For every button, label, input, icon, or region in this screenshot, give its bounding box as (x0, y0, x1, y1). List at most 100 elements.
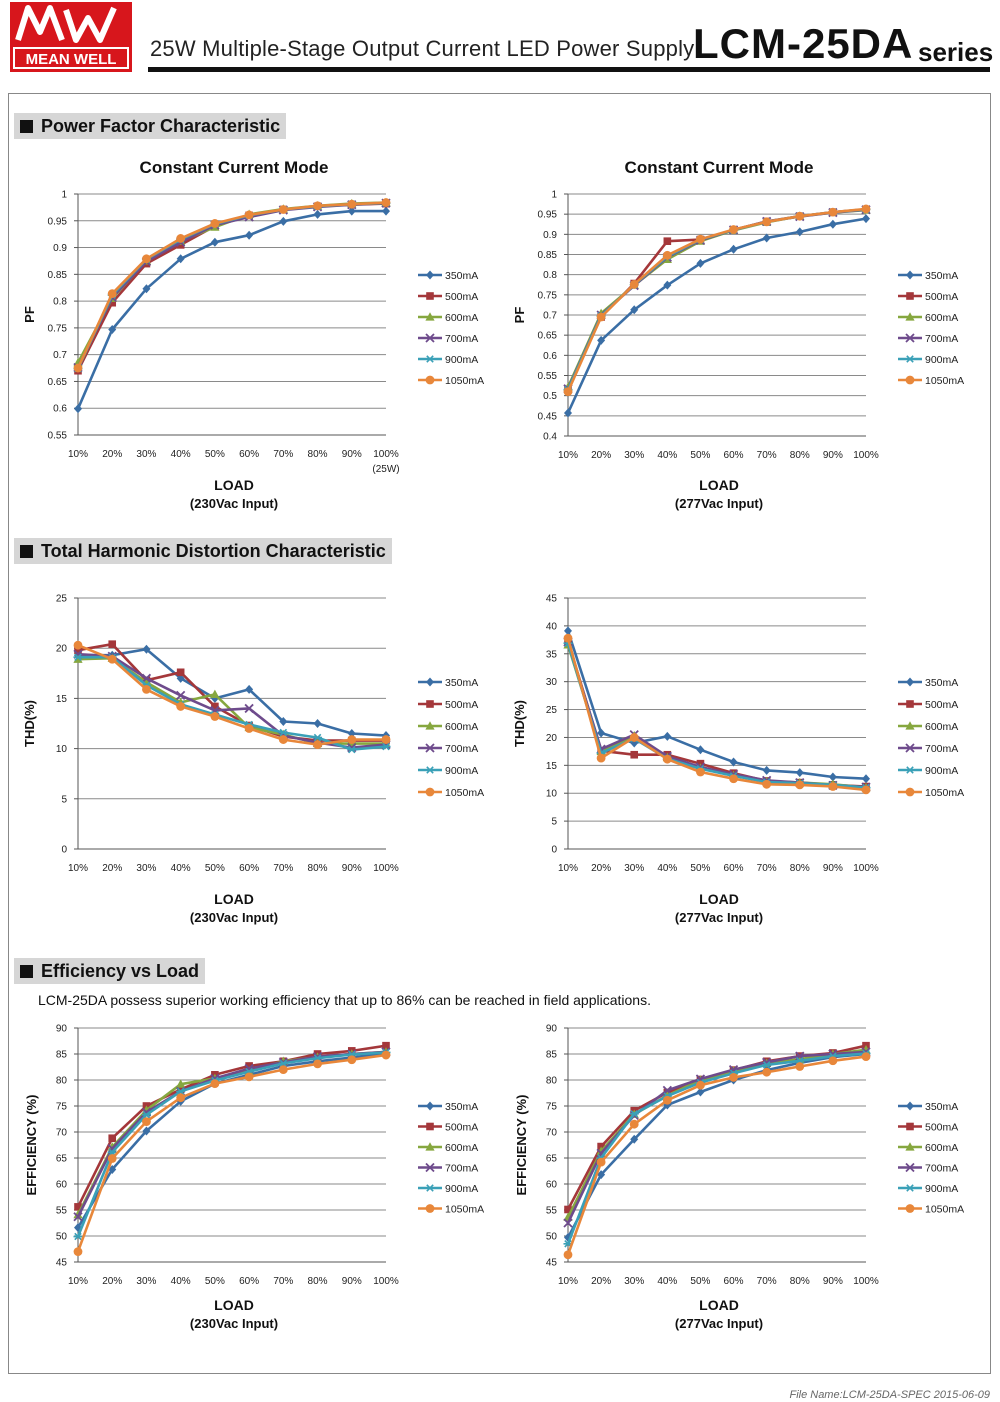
marker-diamond (862, 774, 870, 784)
x-tick-label: 50% (205, 1276, 225, 1287)
data-point (729, 225, 738, 234)
model-name: LCM-25DA (693, 20, 914, 67)
data-point (729, 774, 738, 784)
y-tick-label: 0.9 (543, 230, 557, 241)
legend-item: 700mA (418, 743, 478, 755)
marker-square (74, 1203, 82, 1211)
marker-x (425, 743, 435, 753)
marker-circle (107, 654, 117, 664)
marker-diamond (597, 1170, 606, 1180)
data-point (74, 404, 82, 414)
legend-label: 500mA (925, 291, 958, 303)
x-tick-label: 20% (591, 1276, 611, 1287)
marker-circle (176, 702, 186, 711)
marker-diamond (245, 684, 254, 694)
x-tick-label: 70% (757, 450, 777, 461)
data-point (630, 1134, 639, 1144)
marker-square (426, 1122, 434, 1131)
marker-square (108, 640, 117, 648)
y-tick-label: 15 (546, 761, 558, 772)
marker-x (905, 743, 915, 753)
marker-square (176, 1085, 185, 1094)
data-point (906, 292, 914, 300)
marker-circle (381, 735, 391, 744)
legend-item: 500mA (898, 699, 958, 711)
legend-label: 700mA (925, 333, 958, 345)
legend-item: 700mA (418, 1163, 478, 1175)
legend-item: 350mA (418, 1101, 478, 1113)
y-tick-label: 60 (56, 1180, 68, 1191)
x-tick-label: 100% (373, 863, 399, 874)
data-point (74, 646, 82, 655)
marker-square (906, 292, 914, 300)
legend-item: 600mA (898, 312, 958, 324)
marker-circle (278, 205, 288, 214)
series-1050mA (563, 633, 871, 795)
data-point (73, 1212, 83, 1222)
series-350mA (564, 214, 870, 418)
data-point (279, 216, 288, 226)
marker-circle (313, 1059, 322, 1069)
data-point (762, 1061, 772, 1069)
x-tick-label: 10% (68, 449, 88, 460)
series-line (77, 643, 386, 746)
series-900mA (73, 653, 391, 754)
y-tick-label: 85 (56, 1050, 68, 1061)
legend-item: 1050mA (898, 787, 964, 799)
data-point (107, 289, 117, 299)
x-tick-label: 10% (558, 450, 578, 461)
y-tick-label: 0.55 (538, 371, 558, 382)
data-point (696, 1080, 705, 1090)
data-point (596, 1146, 606, 1155)
x-tick-label: 90% (823, 863, 843, 874)
data-point (245, 1062, 253, 1070)
data-point (729, 244, 738, 254)
y-tick-label: 85 (546, 1050, 558, 1061)
data-point (762, 217, 772, 227)
series-line (566, 1052, 867, 1245)
marker-circle (313, 740, 322, 749)
y-tick-label: 1 (61, 190, 67, 201)
data-point (663, 280, 672, 290)
marker-diamond (762, 765, 771, 775)
x-tick-label: 10% (68, 863, 88, 874)
data-point (905, 721, 915, 730)
x-axis-sublabel: (230Vac Input) (190, 496, 278, 511)
data-point (347, 1055, 357, 1065)
x-tick-label: 30% (136, 863, 156, 874)
marker-triangle (596, 1146, 606, 1155)
data-point (696, 258, 705, 268)
marker-circle (905, 375, 915, 385)
y-tick-label: 75 (56, 1102, 68, 1113)
x-tick-label: 60% (724, 863, 744, 874)
series-line (566, 208, 867, 388)
legend-item: 700mA (418, 333, 478, 345)
x-tick-label: 90% (823, 450, 843, 461)
marker-star (278, 1059, 288, 1068)
marker-circle (729, 225, 738, 234)
data-point (564, 1205, 572, 1214)
data-point (564, 626, 572, 636)
data-point (210, 237, 219, 247)
marker-square (426, 292, 434, 300)
marker-star (176, 1087, 186, 1096)
y-tick-label: 65 (56, 1154, 68, 1165)
data-point (663, 237, 672, 245)
y-tick-label: 35 (546, 649, 558, 660)
y-tick-label: 15 (56, 694, 68, 705)
marker-square (906, 700, 914, 708)
data-point (176, 1093, 186, 1103)
series-1050mA (563, 1052, 871, 1260)
marker-diamond (564, 626, 572, 636)
marker-square (108, 1134, 117, 1143)
marker-diamond (108, 324, 117, 334)
y-tick-label: 0 (551, 845, 557, 856)
marker-star (278, 728, 288, 737)
marker-star (762, 1061, 772, 1069)
legend-label: 1050mA (925, 375, 964, 387)
data-point (905, 355, 915, 363)
series-line (76, 1044, 387, 1208)
data-point (425, 721, 435, 730)
data-point (906, 700, 914, 708)
chart-1: Constant Current Mode 0.55 0.6 0.65 0.7 0.75 0… (22, 158, 484, 511)
